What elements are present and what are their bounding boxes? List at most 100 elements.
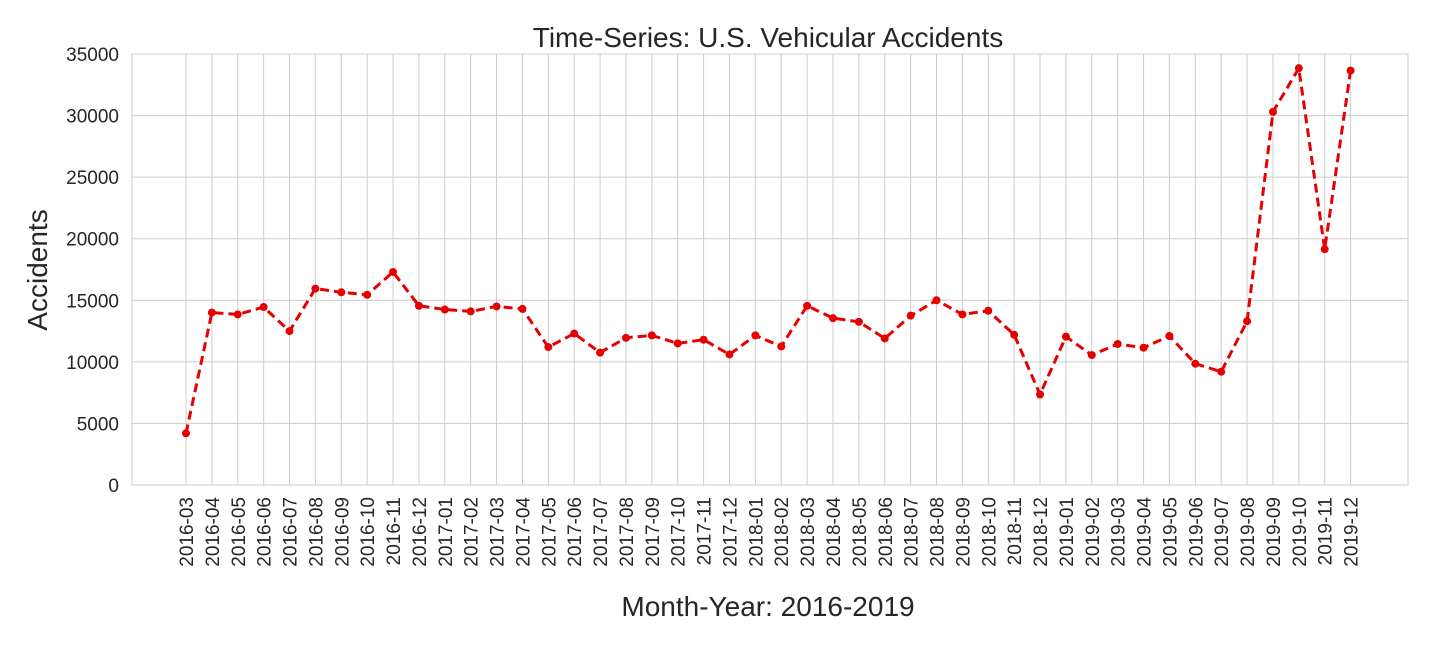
series-line xyxy=(184,66,1353,434)
series-accidents xyxy=(182,64,1355,438)
data-point xyxy=(1268,107,1277,116)
x-tick-label: 2016-12 xyxy=(410,497,431,567)
data-point xyxy=(1139,343,1148,352)
data-point xyxy=(829,314,837,323)
x-tick-label: 2019-02 xyxy=(1083,497,1104,567)
data-point xyxy=(466,307,475,316)
data-point xyxy=(906,311,915,320)
x-tick-label: 2019-04 xyxy=(1135,497,1156,567)
x-tick-label: 2019-10 xyxy=(1290,497,1311,567)
data-point xyxy=(647,331,656,340)
y-axis-ticks: 0 5000 10000 15000 20000 25000 30000 35000 xyxy=(66,45,119,497)
data-point xyxy=(596,348,605,357)
x-tick-label: 2019-06 xyxy=(1186,497,1207,567)
data-point xyxy=(1010,330,1019,339)
x-tick-label: 2017-06 xyxy=(565,497,586,567)
data-point xyxy=(880,334,889,343)
x-tick-label: 2018-07 xyxy=(902,497,923,567)
data-point xyxy=(233,310,242,319)
grid xyxy=(132,53,1408,486)
x-tick-label: 2019-09 xyxy=(1264,497,1285,567)
x-tick-label: 2016-06 xyxy=(255,497,276,567)
data-point xyxy=(621,333,630,342)
data-point xyxy=(363,290,372,299)
x-tick-label: 2016-07 xyxy=(281,497,302,567)
y-tick-label: 5000 xyxy=(77,414,119,435)
y-tick-label: 35000 xyxy=(66,45,119,66)
data-point xyxy=(984,306,993,315)
data-point xyxy=(699,335,708,344)
data-point xyxy=(1113,340,1122,349)
data-point xyxy=(751,331,760,340)
x-axis-label: Month-Year: 2016-2019 xyxy=(621,591,914,622)
y-tick-label: 10000 xyxy=(66,353,119,374)
x-tick-label: 2017-12 xyxy=(720,497,741,567)
x-tick-label: 2019-08 xyxy=(1238,497,1259,567)
x-tick-label: 2017-01 xyxy=(436,497,457,567)
y-axis-label: Accidents xyxy=(22,209,53,330)
x-tick-label: 2018-09 xyxy=(953,497,974,567)
data-point xyxy=(492,302,501,311)
plot-area-frame xyxy=(131,53,1409,486)
x-tick-label: 2016-05 xyxy=(229,497,250,567)
y-tick-label: 25000 xyxy=(66,168,119,189)
data-point xyxy=(544,343,553,352)
data-point xyxy=(725,350,734,359)
x-tick-label: 2018-06 xyxy=(876,497,897,567)
x-tick-label: 2017-05 xyxy=(539,497,560,567)
x-tick-label: 2019-12 xyxy=(1342,497,1363,567)
x-tick-label: 2019-03 xyxy=(1109,497,1130,567)
data-point xyxy=(854,317,863,326)
x-tick-label: 2018-04 xyxy=(824,497,845,567)
x-tick-label: 2019-01 xyxy=(1057,497,1078,567)
data-point xyxy=(777,342,786,351)
x-tick-label: 2017-02 xyxy=(462,497,483,567)
data-point xyxy=(1036,390,1045,399)
data-point xyxy=(1320,245,1329,254)
x-tick-label: 2018-10 xyxy=(979,497,1000,567)
x-tick-label: 2016-04 xyxy=(203,497,224,567)
x-tick-label: 2018-11 xyxy=(1005,497,1026,565)
data-point xyxy=(414,301,423,310)
x-tick-label: 2019-11 xyxy=(1316,497,1337,565)
x-tick-label: 2018-08 xyxy=(928,497,949,567)
data-point xyxy=(673,339,682,348)
data-point xyxy=(389,267,398,276)
x-tick-label: 2018-05 xyxy=(850,497,871,567)
x-tick-label: 2019-07 xyxy=(1212,497,1233,567)
x-tick-label: 2017-09 xyxy=(643,497,664,567)
data-point xyxy=(1191,359,1200,368)
x-tick-label: 2018-01 xyxy=(746,497,767,567)
x-tick-label: 2019-05 xyxy=(1160,497,1181,567)
x-tick-label: 2017-10 xyxy=(669,497,690,567)
x-tick-label: 2018-02 xyxy=(772,497,793,567)
x-tick-label: 2017-07 xyxy=(591,497,612,567)
data-point xyxy=(182,429,190,438)
data-point xyxy=(1217,367,1226,376)
data-point xyxy=(570,329,579,338)
x-tick-label: 2016-09 xyxy=(332,497,353,567)
data-point xyxy=(311,284,320,293)
x-tick-label: 2017-08 xyxy=(617,497,638,567)
x-tick-label: 2016-11 xyxy=(384,497,405,565)
data-point xyxy=(1087,351,1096,360)
data-point xyxy=(1165,331,1174,340)
data-point xyxy=(259,303,268,312)
x-tick-label: 2017-11 xyxy=(695,497,716,565)
data-point xyxy=(518,304,527,313)
x-tick-label: 2016-03 xyxy=(177,497,198,567)
x-tick-label: 2017-04 xyxy=(513,497,534,567)
y-tick-label: 20000 xyxy=(66,230,119,251)
data-point xyxy=(1243,317,1252,326)
chart-title: Time-Series: U.S. Vehicular Accidents xyxy=(533,22,1003,53)
y-tick-label: 0 xyxy=(108,476,119,497)
data-point xyxy=(440,305,449,314)
data-point xyxy=(932,296,941,305)
data-point xyxy=(285,327,294,336)
y-tick-label: 30000 xyxy=(66,107,119,128)
data-point xyxy=(803,301,812,310)
data-point xyxy=(1061,332,1070,341)
data-point xyxy=(1294,64,1303,73)
data-point xyxy=(337,288,346,297)
